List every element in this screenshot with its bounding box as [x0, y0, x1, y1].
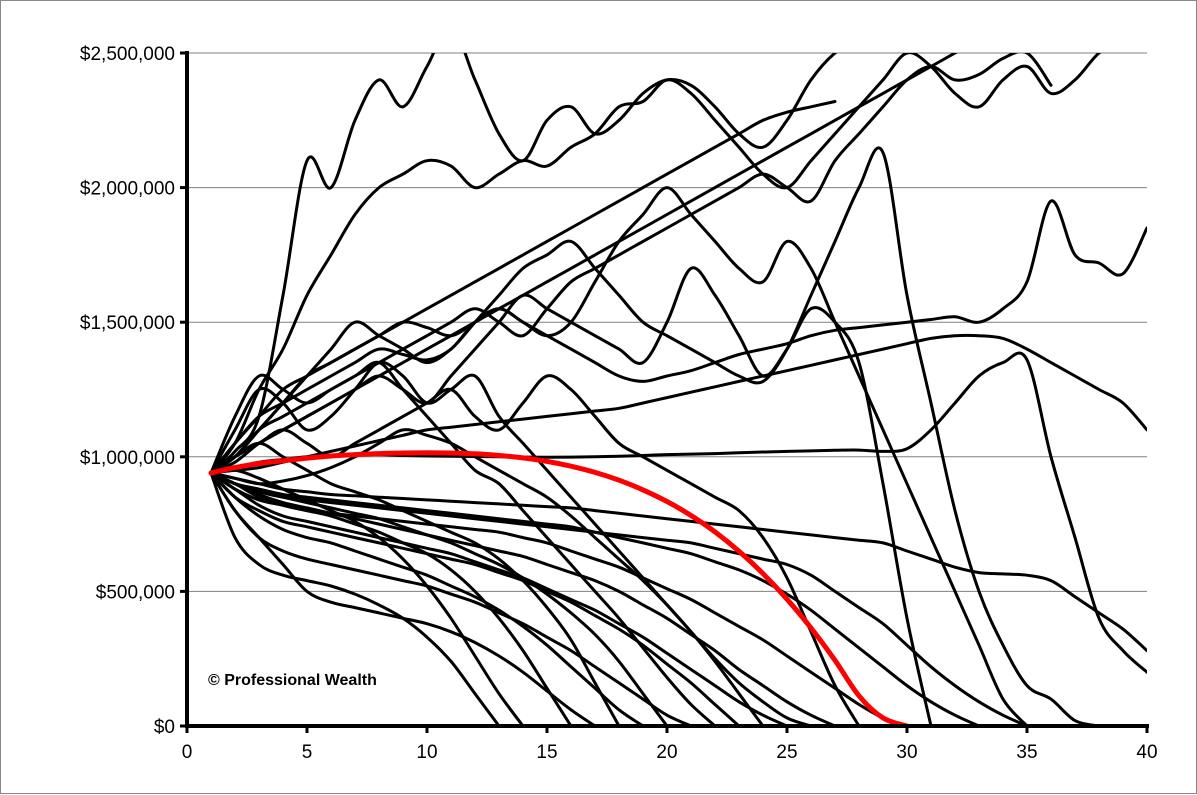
simulation-line-18 [209, 428, 765, 726]
simulation-line-30 [209, 53, 1053, 475]
simulation-line-24 [209, 441, 621, 726]
simulation-line-8 [209, 146, 1101, 726]
simulation-line-2 [209, 53, 1102, 475]
x-tick-label-2: 10 [416, 742, 437, 763]
simulation-line-12 [209, 266, 933, 726]
simulation-line-15 [209, 471, 837, 726]
y-tick-label-1: $500,000 [96, 582, 175, 603]
x-tick-label-4: 20 [656, 742, 677, 763]
x-tick-label-3: 15 [536, 742, 557, 763]
simulation-line-23 [209, 471, 645, 726]
x-tick-label-7: 35 [1016, 742, 1037, 763]
x-tick-label-0: 0 [182, 742, 193, 763]
simulation-line-4 [209, 199, 1147, 475]
tick-labels: $0 $500,000 $1,000,000 $1,500,000 $2,000,000… [80, 44, 1158, 763]
x-tick-label-6: 30 [896, 742, 917, 763]
axes [180, 51, 1149, 733]
simulation-line-26 [209, 471, 573, 726]
y-tick-label-2: $1,000,000 [80, 448, 175, 469]
simulation-line-10 [209, 186, 1029, 726]
simulation-line-5 [209, 333, 1147, 475]
watermark-annotation: © Professional Wealth [208, 672, 377, 689]
y-tick-label-4: $2,000,000 [80, 179, 175, 200]
y-tick-label-3: $1,500,000 [80, 313, 175, 334]
deterministic-projection-line [208, 450, 910, 726]
simulation-line-1 [209, 53, 838, 475]
y-tick-label-0: $0 [154, 717, 175, 738]
simulation-line-7 [209, 471, 1147, 653]
y-tick-label-5: $2,500,000 [80, 44, 175, 65]
simulation-line-29 [209, 100, 837, 475]
simulation-line-9 [209, 471, 1029, 726]
simulation-line-17 [209, 471, 789, 726]
deterministic-line [208, 450, 910, 726]
simulation-lines [209, 53, 1147, 726]
simulation-line-3 [209, 53, 959, 475]
simulation-line-21 [209, 471, 693, 726]
simulation-line-14 [209, 374, 861, 726]
x-tick-label-5: 25 [776, 742, 797, 763]
x-tick-label-1: 5 [302, 742, 313, 763]
simulation-line-28 [209, 471, 501, 726]
simulation-line-19 [209, 471, 741, 726]
simulation-line-22 [209, 471, 669, 726]
simulation-line-20 [209, 360, 717, 726]
x-tick-label-8: 40 [1136, 742, 1157, 763]
simulation-line-27 [209, 468, 525, 726]
simulation-line-11 [209, 471, 981, 726]
